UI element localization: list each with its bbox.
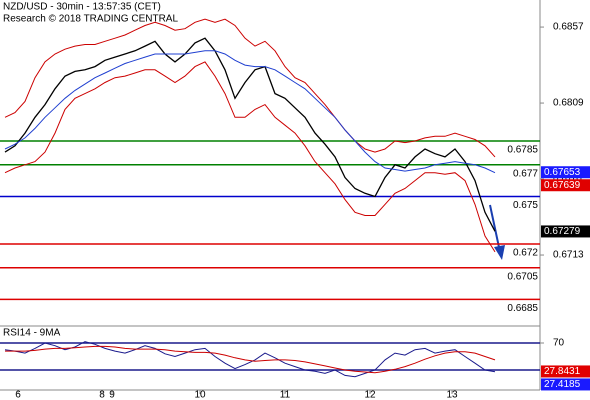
price-tag-label: 27.4185 xyxy=(544,379,581,390)
chart-subtitle: Research © 2018 TRADING CENTRAL xyxy=(3,14,178,25)
y-tick-label: 0.6761 xyxy=(553,174,584,185)
x-tick-label: 10 xyxy=(194,390,206,400)
y-tick-label: 70 xyxy=(553,338,565,349)
price-tag-label: 0.67279 xyxy=(544,226,581,237)
level-label: 0.672 xyxy=(513,248,538,259)
level-label: 0.6685 xyxy=(507,303,538,314)
series-line xyxy=(4,61,496,253)
price-tag xyxy=(541,365,590,378)
level-label: 0.6705 xyxy=(507,271,538,282)
price-tag xyxy=(541,179,590,192)
price-tag xyxy=(541,225,590,238)
series-line xyxy=(4,37,496,232)
series-line xyxy=(4,341,496,378)
x-tick-label: 12 xyxy=(364,390,376,400)
price-tag xyxy=(541,378,590,391)
series-line xyxy=(4,50,496,174)
series-line xyxy=(5,345,496,374)
level-label: 0.6785 xyxy=(507,145,538,156)
indicator-title: RSI14 - 9MA xyxy=(3,328,61,339)
price-tag xyxy=(541,166,590,179)
chart-title: NZD/USD - 30min - 13:57:35 (CET) xyxy=(3,2,161,13)
forecast-arrowhead xyxy=(494,245,505,260)
y-tick-label: 0.6713 xyxy=(553,250,584,261)
y-tick-label: 0.6857 xyxy=(553,22,584,33)
price-tag-label: 27.8431 xyxy=(544,366,581,377)
x-tick-label: 13 xyxy=(446,390,458,400)
series-line xyxy=(4,18,496,158)
y-tick-label: 0.6809 xyxy=(553,98,584,109)
level-label: 0.675 xyxy=(513,200,538,211)
x-tick-label: 11 xyxy=(280,390,291,400)
price-tag-label: 0.67639 xyxy=(544,180,581,191)
x-tick-label: 6 xyxy=(15,390,21,400)
x-tick-label: 8 xyxy=(99,390,105,400)
x-tick-label: 9 xyxy=(109,390,115,400)
price-tag-label: 0.67653 xyxy=(544,167,581,178)
level-label: 0.677 xyxy=(513,168,538,179)
